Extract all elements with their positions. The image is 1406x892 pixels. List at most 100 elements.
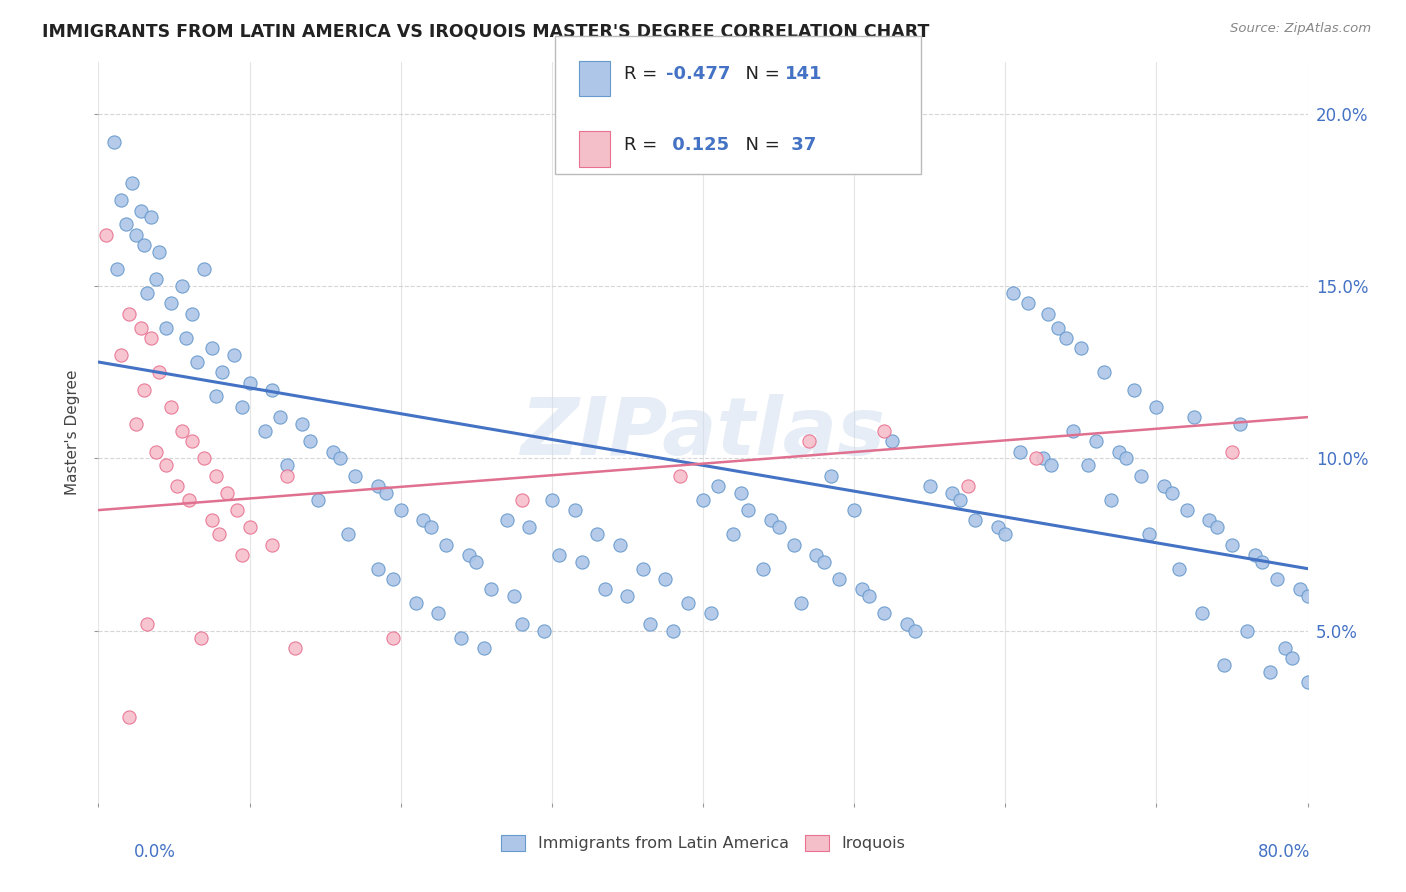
Point	[503, 589, 526, 603]
Text: 80.0%: 80.0%	[1258, 843, 1310, 861]
Point	[1220, 444, 1243, 458]
Point	[1032, 451, 1054, 466]
Text: N =: N =	[734, 65, 786, 83]
Point	[1036, 307, 1059, 321]
Point	[994, 527, 1017, 541]
Point	[110, 193, 132, 207]
Point	[382, 631, 405, 645]
Point	[1251, 555, 1274, 569]
Point	[510, 492, 533, 507]
Point	[170, 424, 193, 438]
Point	[118, 709, 141, 723]
Point	[224, 348, 246, 362]
Point	[1289, 582, 1312, 597]
Point	[465, 555, 488, 569]
Point	[1258, 665, 1281, 679]
Point	[1077, 458, 1099, 473]
Point	[239, 376, 262, 390]
Point	[160, 296, 183, 310]
Point	[533, 624, 555, 638]
Point	[299, 434, 322, 449]
Point	[1191, 607, 1213, 621]
Point	[193, 451, 215, 466]
Point	[1229, 417, 1251, 431]
Point	[790, 596, 813, 610]
Point	[609, 537, 631, 551]
Point	[1122, 383, 1144, 397]
Point	[1296, 589, 1319, 603]
Point	[457, 548, 479, 562]
Point	[1198, 513, 1220, 527]
Point	[661, 624, 683, 638]
Point	[1137, 527, 1160, 541]
Point	[201, 513, 224, 527]
Point	[616, 589, 638, 603]
Text: R =: R =	[624, 65, 664, 83]
Point	[1146, 400, 1168, 414]
Point	[94, 227, 117, 242]
Point	[699, 607, 721, 621]
Point	[654, 572, 676, 586]
Point	[427, 607, 450, 621]
Point	[1085, 434, 1108, 449]
Point	[291, 417, 314, 431]
Point	[987, 520, 1010, 534]
Point	[141, 331, 163, 345]
Point	[420, 520, 443, 534]
Point	[262, 537, 284, 551]
Point	[638, 616, 661, 631]
Point	[540, 492, 562, 507]
Point	[1267, 572, 1289, 586]
Point	[806, 548, 828, 562]
Text: N =: N =	[734, 136, 786, 153]
Point	[382, 572, 405, 586]
Y-axis label: Master's Degree: Master's Degree	[65, 370, 80, 495]
Text: IMMIGRANTS FROM LATIN AMERICA VS IROQUOIS MASTER'S DEGREE CORRELATION CHART: IMMIGRANTS FROM LATIN AMERICA VS IROQUOI…	[42, 22, 929, 40]
Point	[858, 589, 880, 603]
Text: 0.125: 0.125	[666, 136, 730, 153]
Point	[262, 383, 284, 397]
Point	[374, 486, 396, 500]
Point	[1062, 424, 1084, 438]
Point	[1182, 410, 1205, 425]
Point	[965, 513, 987, 527]
Point	[132, 238, 155, 252]
Point	[389, 503, 412, 517]
Point	[141, 211, 163, 225]
Point	[495, 513, 517, 527]
Point	[1115, 451, 1137, 466]
Point	[215, 486, 238, 500]
Point	[231, 400, 253, 414]
Point	[105, 262, 128, 277]
Point	[205, 389, 228, 403]
Point	[880, 434, 903, 449]
Point	[329, 451, 352, 466]
Point	[768, 520, 790, 534]
Point	[730, 486, 752, 500]
Point	[481, 582, 503, 597]
Point	[813, 555, 835, 569]
Point	[121, 176, 143, 190]
Point	[820, 468, 842, 483]
Point	[148, 244, 170, 259]
Point	[155, 320, 177, 334]
Point	[472, 640, 495, 655]
Point	[103, 135, 125, 149]
Point	[336, 527, 359, 541]
Point	[174, 331, 197, 345]
Point	[1017, 296, 1039, 310]
Point	[1039, 458, 1062, 473]
Point	[1070, 341, 1092, 355]
Point	[118, 307, 141, 321]
Point	[956, 479, 979, 493]
Text: 0.0%: 0.0%	[134, 843, 176, 861]
Point	[135, 616, 157, 631]
Point	[193, 262, 215, 277]
Point	[510, 616, 533, 631]
Point	[844, 503, 866, 517]
Point	[344, 468, 367, 483]
Point	[548, 548, 571, 562]
Point	[135, 286, 157, 301]
Point	[132, 383, 155, 397]
Point	[1001, 286, 1024, 301]
